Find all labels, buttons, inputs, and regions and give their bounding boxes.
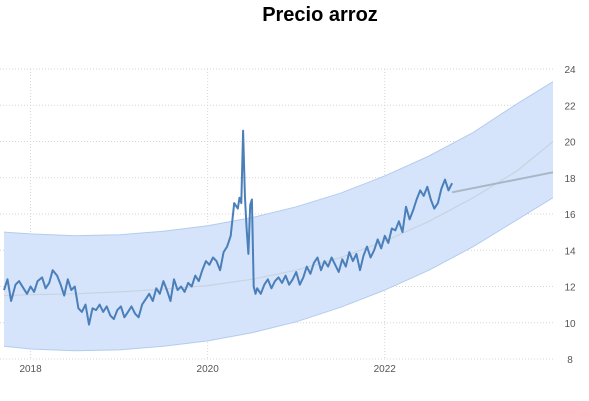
x-tick-label: 2020 xyxy=(197,364,220,375)
y-tick-label: 24 xyxy=(564,65,576,76)
confidence-band xyxy=(4,81,553,351)
x-tick-label: 2018 xyxy=(19,364,42,375)
y-tick-label: 12 xyxy=(564,283,576,294)
y-tick-label: 8 xyxy=(567,355,573,366)
band-lower-edge xyxy=(3,197,554,352)
trend-line xyxy=(3,141,554,297)
forecast-line xyxy=(451,171,554,194)
x-tick-label: 2022 xyxy=(374,364,397,375)
x-axis-ticks: 2018 2020 2022 xyxy=(19,364,396,375)
chart-title: Precio arroz xyxy=(262,4,378,26)
y-tick-label: 20 xyxy=(564,138,576,149)
price-series-line xyxy=(3,129,453,326)
y-axis-ticks: 8 10 12 14 16 18 20 22 24 xyxy=(564,65,576,366)
y-tick-label: 16 xyxy=(564,210,576,221)
y-tick-label: 22 xyxy=(564,101,576,112)
band-upper-edge xyxy=(3,81,554,237)
y-tick-label: 18 xyxy=(564,174,576,185)
y-tick-label: 10 xyxy=(564,319,576,330)
y-tick-label: 14 xyxy=(564,246,576,257)
